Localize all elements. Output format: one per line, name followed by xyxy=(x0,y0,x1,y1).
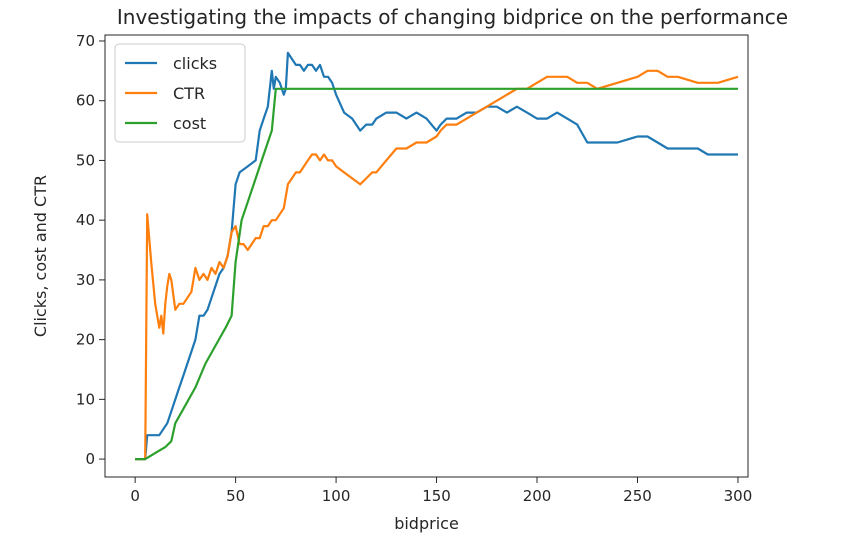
x-axis-label: bidprice xyxy=(394,514,459,533)
y-tick-label: 60 xyxy=(76,92,95,110)
x-tick-label: 200 xyxy=(523,487,552,505)
x-tick-label: 300 xyxy=(724,487,753,505)
y-tick-label: 70 xyxy=(76,32,95,50)
y-tick-label: 50 xyxy=(76,151,95,169)
y-axis: 0 10 20 30 40 50 60 70 xyxy=(76,32,105,468)
y-tick-label: 20 xyxy=(76,331,95,349)
chart-title: Investigating the impacts of changing bi… xyxy=(117,5,788,29)
legend-label: clicks xyxy=(173,54,217,73)
y-tick-label: 40 xyxy=(76,211,95,229)
y-tick-label: 0 xyxy=(85,450,95,468)
legend-label: CTR xyxy=(173,84,205,103)
y-tick-label: 30 xyxy=(76,271,95,289)
x-tick-label: 0 xyxy=(130,487,140,505)
legend-box xyxy=(114,43,246,143)
y-axis-label: Clicks, cost and CTR xyxy=(31,175,50,337)
x-tick-label: 250 xyxy=(623,487,652,505)
legend-label: cost xyxy=(173,114,206,133)
x-tick-label: 150 xyxy=(422,487,451,505)
x-tick-label: 100 xyxy=(322,487,351,505)
series-line-ctr xyxy=(135,69,739,461)
x-axis: 0 50 100 150 200 250 300 xyxy=(130,477,752,505)
legend: clicks CTR cost xyxy=(114,43,246,143)
plot-area xyxy=(104,34,749,478)
series-lines xyxy=(135,51,739,461)
series-line-clicks xyxy=(135,51,738,461)
y-tick-label: 10 xyxy=(76,390,95,408)
x-tick-label: 50 xyxy=(226,487,245,505)
series-line-cost xyxy=(135,87,738,461)
